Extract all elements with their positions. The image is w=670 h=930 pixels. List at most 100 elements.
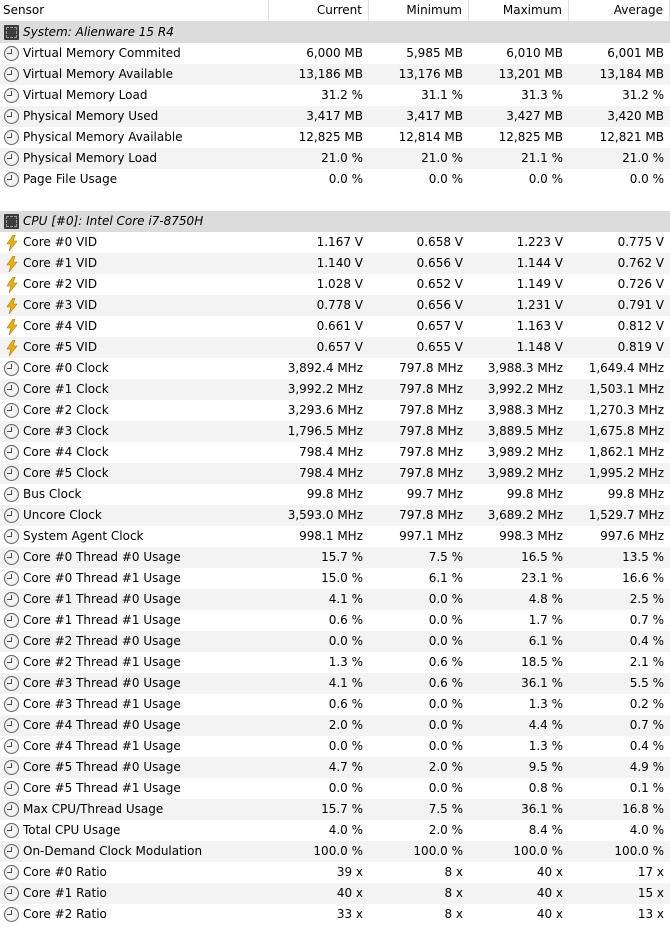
average-value: 13,184 MB: [599, 67, 664, 81]
table-row[interactable]: Core #5 VID 0.657 V 0.655 V 1.148 V 0.819 V: [0, 337, 670, 358]
table-row[interactable]: Total CPU Usage 4.0 % 2.0 % 8.4 % 4.0 %: [0, 820, 670, 841]
table-row[interactable]: Core #2 VID 1.028 V 0.652 V 1.149 V 0.726 V: [0, 274, 670, 295]
table-row[interactable]: Core #5 Clock 798.4 MHz 797.8 MHz 3,989.2 M…: [0, 463, 670, 484]
group-header-row[interactable]: System: Alienware 15 R4: [0, 22, 670, 43]
table-row[interactable]: Physical Memory Load 21.0 % 21.0 % 21.1 % 21…: [0, 148, 670, 169]
sensor-label: Physical Memory Load: [23, 151, 158, 165]
group-header-fill: [269, 22, 670, 43]
table-row[interactable]: Core #1 Ratio 40 x 8 x 40 x 15 x: [0, 883, 670, 904]
maximum-value: 12,825 MB: [498, 130, 563, 144]
table-row[interactable]: Core #5 Thread #1 Usage 0.0 % 0.0 % 0.8 % 0.…: [0, 778, 670, 799]
current-value: 0.778 V: [316, 298, 363, 312]
column-header-maximum[interactable]: Maximum: [469, 0, 569, 21]
average-value: 0.7 %: [629, 718, 664, 732]
average-value: 15 x: [637, 886, 664, 900]
sensor-name-cell: Core #3 Thread #1 Usage: [0, 694, 269, 715]
maximum-value: 6,010 MB: [506, 46, 563, 60]
average-value: 0.0 %: [629, 172, 664, 186]
table-row[interactable]: Core #2 Thread #1 Usage 1.3 % 0.6 % 18.5 % 2…: [0, 652, 670, 673]
column-header-current[interactable]: Current: [269, 0, 369, 21]
minimum-value: 31.1 %: [421, 88, 463, 102]
current-value: 1.028 V: [316, 277, 363, 291]
table-row[interactable]: Core #2 Clock 3,293.6 MHz 797.8 MHz 3,988.3…: [0, 400, 670, 421]
gauge-icon: [4, 823, 19, 838]
column-header-sensor[interactable]: Sensor: [0, 0, 269, 21]
minimum-value: 99.7 MHz: [406, 487, 463, 501]
table-row[interactable]: Core #2 Ratio 33 x 8 x 40 x 13 x: [0, 904, 670, 925]
minimum-value: 0.6 %: [428, 655, 463, 669]
table-row[interactable]: Core #3 VID 0.778 V 0.656 V 1.231 V 0.791 V: [0, 295, 670, 316]
table-row[interactable]: Core #3 Thread #1 Usage 0.6 % 0.0 % 1.3 % 0.…: [0, 694, 670, 715]
table-row[interactable]: Core #1 Thread #0 Usage 4.1 % 0.0 % 4.8 % 2.…: [0, 589, 670, 610]
table-row[interactable]: Max CPU/Thread Usage 15.7 % 7.5 % 36.1 % 16.…: [0, 799, 670, 820]
minimum-value: 5,985 MB: [406, 46, 463, 60]
table-row[interactable]: Physical Memory Used 3,417 MB 3,417 MB 3,42…: [0, 106, 670, 127]
table-row[interactable]: Core #4 VID 0.661 V 0.657 V 1.163 V 0.812 V: [0, 316, 670, 337]
table-row[interactable]: Core #0 Ratio 39 x 8 x 40 x 17 x: [0, 862, 670, 883]
table-row[interactable]: Core #3 Thread #0 Usage 4.1 % 0.6 % 36.1 % 5…: [0, 673, 670, 694]
column-header-average[interactable]: Average: [569, 0, 670, 21]
table-row[interactable]: Core #1 VID 1.140 V 0.656 V 1.144 V 0.762 V: [0, 253, 670, 274]
sensor-name-cell: System Agent Clock: [0, 526, 269, 547]
average-value: 0.7 %: [629, 613, 664, 627]
table-header: Sensor Current Minimum Maximum Average: [0, 0, 670, 22]
sensor-name-cell: Core #2 Thread #1 Usage: [0, 652, 269, 673]
sensor-label: Core #1 Thread #0 Usage: [23, 592, 181, 606]
gauge-icon: [4, 634, 19, 649]
sensor-label: Core #5 Thread #0 Usage: [23, 760, 181, 774]
table-row[interactable]: Core #0 Thread #0 Usage 15.7 % 7.5 % 16.5 %…: [0, 547, 670, 568]
minimum-value: 8 x: [444, 907, 463, 921]
table-row[interactable]: Virtual Memory Load 31.2 % 31.1 % 31.3 % 31.…: [0, 85, 670, 106]
table-row[interactable]: Page File Usage 0.0 % 0.0 % 0.0 % 0.0 %: [0, 169, 670, 190]
table-row[interactable]: Core #4 Clock 798.4 MHz 797.8 MHz 3,989.2 M…: [0, 442, 670, 463]
table-row[interactable]: Core #4 Thread #1 Usage 0.0 % 0.0 % 1.3 % 0.…: [0, 736, 670, 757]
table-row[interactable]: Core #1 Clock 3,992.2 MHz 797.8 MHz 3,992.2…: [0, 379, 670, 400]
average-value: 0.4 %: [629, 739, 664, 753]
average-value: 13 x: [637, 907, 664, 921]
current-value: 1.167 V: [316, 235, 363, 249]
table-row[interactable]: System Agent Clock 998.1 MHz 997.1 MHz 998.…: [0, 526, 670, 547]
table-row[interactable]: Core #0 Thread #1 Usage 15.0 % 6.1 % 23.1 %…: [0, 568, 670, 589]
table-row[interactable]: Core #3 Clock 1,796.5 MHz 797.8 MHz 3,889.5…: [0, 421, 670, 442]
average-value: 1,995.2 MHz: [588, 466, 664, 480]
minimum-value: 7.5 %: [428, 802, 463, 816]
gauge-icon: [4, 613, 19, 628]
average-value: 0.1 %: [629, 781, 664, 795]
table-row[interactable]: Core #4 Thread #0 Usage 2.0 % 0.0 % 4.4 % 0.…: [0, 715, 670, 736]
gauge-icon: [4, 802, 19, 817]
maximum-value: 9.5 %: [528, 760, 563, 774]
table-row[interactable]: Uncore Clock 3,593.0 MHz 797.8 MHz 3,689.2 …: [0, 505, 670, 526]
minimum-value: 0.655 V: [416, 340, 463, 354]
table-row[interactable]: Virtual Memory Available 13,186 MB 13,176 …: [0, 64, 670, 85]
sensor-label: Core #1 Ratio: [23, 886, 107, 900]
sensor-label: Physical Memory Available: [23, 130, 183, 144]
table-row[interactable]: Bus Clock 99.8 MHz 99.7 MHz 99.8 MHz 99.8 MH…: [0, 484, 670, 505]
sensor-name-cell: On-Demand Clock Modulation: [0, 841, 269, 862]
sensor-name-cell: Core #2 Thread #0 Usage: [0, 631, 269, 652]
average-value: 0.4 %: [629, 634, 664, 648]
sensor-label: Core #0 Thread #0 Usage: [23, 550, 181, 564]
table-row[interactable]: On-Demand Clock Modulation 100.0 % 100.0 %…: [0, 841, 670, 862]
table-row[interactable]: Core #1 Thread #1 Usage 0.6 % 0.0 % 1.7 % 0.…: [0, 610, 670, 631]
table-row[interactable]: Core #2 Thread #0 Usage 0.0 % 0.0 % 6.1 % 0.…: [0, 631, 670, 652]
gauge-icon: [4, 865, 19, 880]
maximum-value: 1.7 %: [528, 613, 563, 627]
table-row[interactable]: Virtual Memory Commited 6,000 MB 5,985 MB 6…: [0, 43, 670, 64]
gauge-icon: [4, 172, 19, 187]
average-value: 997.6 MHz: [600, 529, 664, 543]
maximum-value: 16.5 %: [521, 550, 563, 564]
group-header-row[interactable]: CPU [#0]: Intel Core i7-8750H: [0, 211, 670, 232]
table-row[interactable]: Core #0 Clock 3,892.4 MHz 797.8 MHz 3,988.3…: [0, 358, 670, 379]
maximum-value: 1.163 V: [516, 319, 563, 333]
gauge-icon: [4, 445, 19, 460]
voltage-bolt-icon: [4, 255, 19, 272]
table-row[interactable]: Physical Memory Available 12,825 MB 12,814…: [0, 127, 670, 148]
current-value: 15.7 %: [321, 802, 363, 816]
current-value: 100.0 %: [313, 844, 363, 858]
table-row[interactable]: Core #0 VID 1.167 V 0.658 V 1.223 V 0.775 V: [0, 232, 670, 253]
maximum-value: 13,201 MB: [498, 67, 563, 81]
column-header-minimum[interactable]: Minimum: [369, 0, 469, 21]
table-row[interactable]: Core #5 Thread #0 Usage 4.7 % 2.0 % 9.5 % 4.…: [0, 757, 670, 778]
sensor-label: Core #4 Thread #1 Usage: [23, 739, 181, 753]
sensor-name-cell: Core #0 Clock: [0, 358, 269, 379]
